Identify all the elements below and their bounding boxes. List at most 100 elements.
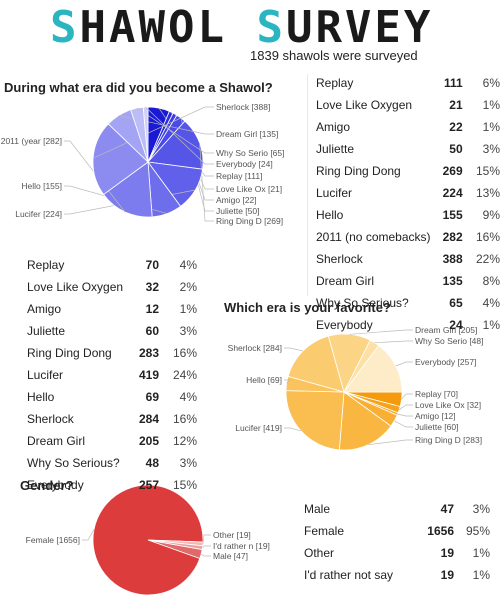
row-label: Replay xyxy=(316,76,354,90)
table-row: Why So Serious? 65 4% xyxy=(316,292,500,314)
pie-leader-line xyxy=(202,545,211,548)
row-label: Lucifer xyxy=(27,368,64,382)
row-percent: 16% xyxy=(172,346,197,360)
row-label: Hello xyxy=(316,208,344,222)
row-count: 205 xyxy=(138,434,159,448)
pie-leader-line xyxy=(395,361,413,367)
row-percent: 8% xyxy=(482,274,500,288)
pie-slice-label: Amigo [22] xyxy=(216,195,257,205)
page-subtitle: 1839 shawols were surveyed xyxy=(250,48,418,63)
pie-leader-line xyxy=(284,427,301,432)
row-count: 419 xyxy=(138,368,159,382)
row-percent: 4% xyxy=(179,258,197,272)
row-count: 24 xyxy=(449,318,463,332)
pie-slice-label: Hello [155] xyxy=(21,181,62,191)
title-part-1: HAWOL xyxy=(79,2,257,53)
table-row: Sherlock 388 22% xyxy=(316,248,500,270)
pie-slice-label: Sherlock [388] xyxy=(216,102,270,112)
pie-slice-label: I'd rather n [19] xyxy=(213,541,270,551)
question-gender: Gender? xyxy=(20,478,74,493)
pie-slice-label: Replay [70] xyxy=(415,389,458,399)
pie-slice-label: Why So Serio [48] xyxy=(415,336,484,346)
row-label: Love Like Oxygen xyxy=(316,98,413,112)
pie-chart-gender: Male [47] Female [1656] Other [19]I'd rath… xyxy=(26,484,270,596)
pie-slice-label: Why So Serio [65] xyxy=(216,148,285,158)
table-row: Juliette 60 3% xyxy=(27,320,197,342)
question-era: During what era did you become a Shawol? xyxy=(4,80,273,95)
divider-vertical xyxy=(307,74,308,296)
row-label: Why So Serious? xyxy=(316,296,409,310)
title-part-2: URVEY xyxy=(285,2,434,53)
row-count: 69 xyxy=(145,390,159,404)
row-count: 32 xyxy=(145,280,159,294)
table-row: Other 19 1% xyxy=(304,542,490,564)
row-label: Amigo xyxy=(27,302,62,316)
pie-slice-label: Ring Ding D [283] xyxy=(415,435,482,445)
row-count: 257 xyxy=(138,478,159,492)
question-favorite: Which era is your favorite? xyxy=(224,300,391,315)
row-label: Everybody xyxy=(27,478,84,492)
row-count: 21 xyxy=(449,98,463,112)
row-label: Female xyxy=(304,524,345,538)
title-accent-s1: S xyxy=(50,2,80,53)
row-count: 135 xyxy=(442,274,463,288)
row-percent: 3% xyxy=(482,142,500,156)
table-row: Hello 69 4% xyxy=(27,386,197,408)
table-row: Amigo 22 1% xyxy=(316,116,500,138)
pie-slice-label: Dream Girl [135] xyxy=(216,129,278,139)
row-count: 12 xyxy=(145,302,159,316)
title-accent-s2: S xyxy=(256,2,286,53)
row-count: 60 xyxy=(145,324,159,338)
pie-leader-line xyxy=(401,393,413,400)
table-gender: Male 47 3% Female 1656 95% Other 19 1% I'd rather… xyxy=(304,498,490,586)
row-label: Lucifer xyxy=(316,186,353,200)
row-percent: 12% xyxy=(172,434,197,448)
pie-leader-line xyxy=(284,347,304,352)
header: SHAWOL SURVEY 1839 shawols were surveyed xyxy=(0,0,500,78)
row-label: Everybody xyxy=(316,318,373,332)
table-row: Female 1656 95% xyxy=(304,520,490,542)
row-label: Ring Ding Dong xyxy=(316,164,401,178)
row-percent: 22% xyxy=(475,252,500,266)
row-percent: 3% xyxy=(179,324,197,338)
row-percent: 2% xyxy=(179,280,197,294)
row-count: 22 xyxy=(449,120,463,134)
row-percent: 3% xyxy=(179,456,197,470)
pie-leader-line xyxy=(374,340,413,344)
pie-slice-label: Love Like Ox [21] xyxy=(216,184,282,194)
pie-slice-label: Amigo [12] xyxy=(415,411,456,421)
pie-slice-label: Love Like Ox [32] xyxy=(415,400,481,410)
row-percent: 1% xyxy=(472,546,490,560)
row-percent: 16% xyxy=(475,230,500,244)
pie-slice-label: Lucifer [224] xyxy=(15,209,62,219)
pie-chart-era: Replay [111] Love Like Ox [21]Amigo [22]J… xyxy=(1,102,285,226)
pie-slice-label: Juliette [60] xyxy=(415,422,458,432)
table-row: Love Like Oxygen 32 2% xyxy=(27,276,197,298)
page-title: SHAWOL SURVEY xyxy=(50,2,433,54)
row-count: 1656 xyxy=(427,524,454,538)
pie-leader-line xyxy=(82,529,95,541)
table-row: Dream Girl 135 8% xyxy=(316,270,500,292)
table-row: Everybody 24 1% xyxy=(316,314,500,336)
table-row: Amigo 12 1% xyxy=(27,298,197,320)
row-label: Sherlock xyxy=(27,412,74,426)
row-label: Ring Ding Dong xyxy=(27,346,112,360)
table-row: Replay 70 4% xyxy=(27,254,197,276)
table-row: 2011 (no comebacks) 282 16% xyxy=(316,226,500,248)
table-row: Ring Ding Dong 269 15% xyxy=(316,160,500,182)
pie-slice-label: Male [47] xyxy=(213,551,248,561)
pie-slice-label: Replay [111] xyxy=(216,171,262,181)
pie-leader-line xyxy=(397,413,413,417)
row-percent: 16% xyxy=(172,412,197,426)
row-count: 283 xyxy=(138,346,159,360)
row-count: 50 xyxy=(449,142,463,156)
row-count: 19 xyxy=(440,568,454,582)
row-percent: 4% xyxy=(482,296,500,310)
pie-slice-label: 2011 (year [282] xyxy=(1,136,62,146)
row-percent: 1% xyxy=(179,302,197,316)
table-row: Dream Girl 205 12% xyxy=(27,430,197,452)
row-percent: 1% xyxy=(482,120,500,134)
pie-slice-i-d-rather-not-say xyxy=(147,539,204,551)
row-label: I'd rather not say xyxy=(304,568,394,582)
pie-leader-line xyxy=(201,553,211,557)
